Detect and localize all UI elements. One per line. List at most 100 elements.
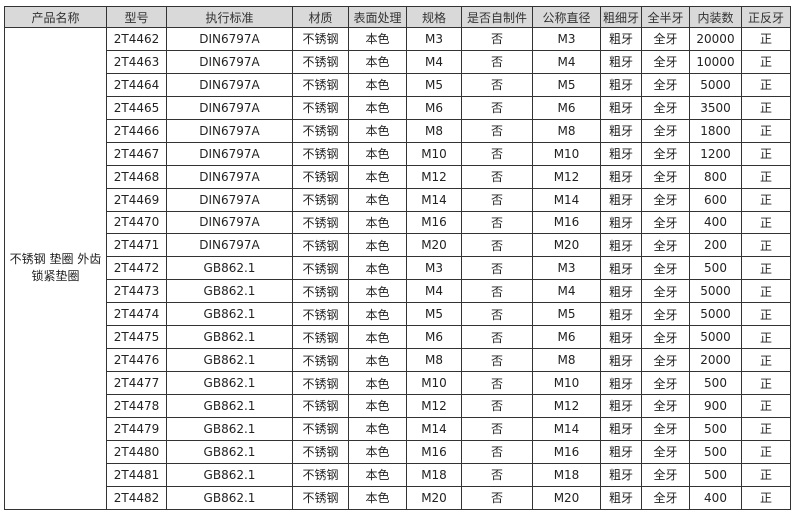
table-cell: 2T4475: [106, 325, 167, 350]
table-cell: M20: [532, 233, 601, 258]
table-cell: M6: [532, 95, 601, 120]
table-cell: 正: [741, 141, 791, 166]
table-cell: 2T4479: [106, 416, 167, 441]
table-row: 2T4475 GB862.1 不锈钢 本色 M6 否 M6 粗牙 全牙 5000 正: [5, 325, 791, 350]
table-cell: M3: [406, 27, 462, 51]
table-cell: 20000: [689, 27, 742, 51]
table-cell: 否: [461, 164, 533, 189]
table-row: 2T4467 DIN6797A 不锈钢 本色 M10 否 M10 粗牙 全牙 1200 正: [5, 141, 791, 166]
table-cell: 全牙: [641, 118, 690, 143]
table-cell: 5000: [689, 302, 742, 327]
table-row: 2T4473 GB862.1 不锈钢 本色 M4 否 M4 粗牙 全牙 5000 正: [5, 279, 791, 304]
column-header: 公称直径: [532, 6, 601, 28]
table-cell: 不锈钢: [292, 485, 349, 510]
table-cell: M6: [406, 95, 462, 120]
table-cell: 全牙: [641, 416, 690, 441]
table-cell: 500: [689, 462, 742, 487]
table-cell: DIN6797A: [166, 49, 293, 74]
table-cell: 本色: [348, 141, 407, 166]
table-cell: M8: [406, 348, 462, 373]
table-cell: 不锈钢: [292, 325, 349, 350]
table-cell: 正: [741, 95, 791, 120]
table-row: 2T4463 DIN6797A 不锈钢 本色 M4 否 M4 粗牙 全牙 10000 正: [5, 49, 791, 74]
column-header: 规格: [406, 6, 462, 28]
table-cell: M4: [406, 279, 462, 304]
table-cell: 不锈钢: [292, 256, 349, 281]
table-cell: 全牙: [641, 72, 690, 97]
table-cell: 全牙: [641, 325, 690, 350]
table-cell: 500: [689, 416, 742, 441]
table-row: 2T4470 DIN6797A 不锈钢 本色 M16 否 M16 粗牙 全牙 400 正: [5, 210, 791, 235]
table-cell: 不锈钢: [292, 141, 349, 166]
column-header: 正反牙: [741, 6, 791, 28]
table-cell: GB862.1: [166, 302, 293, 327]
table-cell: 粗牙: [600, 118, 642, 143]
table-cell: 不锈钢: [292, 27, 349, 51]
table-cell: 本色: [348, 187, 407, 212]
table-cell: 全牙: [641, 485, 690, 510]
table-cell: DIN6797A: [166, 27, 293, 51]
table-cell: 本色: [348, 72, 407, 97]
table-row: 2T4471 DIN6797A 不锈钢 本色 M20 否 M20 粗牙 全牙 200 正: [5, 233, 791, 258]
table-cell: M6: [406, 325, 462, 350]
table-cell: 本色: [348, 118, 407, 143]
table-cell: 不锈钢: [292, 95, 349, 120]
table-cell: 否: [461, 256, 533, 281]
table-cell: M16: [532, 439, 601, 464]
table-cell: M5: [532, 302, 601, 327]
table-cell: 2T4470: [106, 210, 167, 235]
table-cell: 全牙: [641, 49, 690, 74]
table-cell: 不锈钢: [292, 348, 349, 373]
table-cell: 不锈钢: [292, 233, 349, 258]
table-cell: 2T4464: [106, 72, 167, 97]
table-cell: DIN6797A: [166, 233, 293, 258]
table-cell: M20: [406, 485, 462, 510]
table-row: 2T4480 GB862.1 不锈钢 本色 M16 否 M16 粗牙 全牙 500 正: [5, 439, 791, 464]
table-cell: 否: [461, 210, 533, 235]
table-cell: M4: [406, 49, 462, 74]
table-cell: 粗牙: [600, 72, 642, 97]
table-cell: 否: [461, 187, 533, 212]
table-cell: DIN6797A: [166, 72, 293, 97]
table-cell: 500: [689, 256, 742, 281]
table-cell: 正: [741, 256, 791, 281]
table-cell: 本色: [348, 416, 407, 441]
table-cell: 不锈钢: [292, 439, 349, 464]
table-cell: 全牙: [641, 279, 690, 304]
table-cell: 否: [461, 371, 533, 395]
table-cell: 2T4476: [106, 348, 167, 373]
table-cell: 否: [461, 462, 533, 487]
table-cell: 粗牙: [600, 256, 642, 281]
table-cell: GB862.1: [166, 439, 293, 464]
table-cell: 否: [461, 394, 533, 418]
table-cell: M14: [406, 187, 462, 212]
table-row: 2T4482 GB862.1 不锈钢 本色 M20 否 M20 粗牙 全牙 400 正: [5, 485, 791, 510]
table-cell: 粗牙: [600, 302, 642, 327]
table-cell: M6: [532, 325, 601, 350]
header-row: 产品名称 型号 执行标准 材质 表面处理 规格 是否自制件 公称直径 粗细牙 全半牙 内装数 正反牙: [4, 6, 791, 28]
table-row: 2T4468 DIN6797A 不锈钢 本色 M12 否 M12 粗牙 全牙 800 正: [5, 164, 791, 189]
table-cell: 粗牙: [600, 348, 642, 373]
table-cell: 全牙: [641, 95, 690, 120]
table-cell: 400: [689, 485, 742, 510]
table-cell: GB862.1: [166, 325, 293, 350]
table-cell: 正: [741, 439, 791, 464]
table-cell: 粗牙: [600, 371, 642, 395]
table-cell: 不锈钢: [292, 164, 349, 189]
table-cell: 900: [689, 394, 742, 418]
table-cell: GB862.1: [166, 462, 293, 487]
table-cell: 正: [741, 348, 791, 373]
table-cell: 本色: [348, 210, 407, 235]
table-cell: 200: [689, 233, 742, 258]
table-row: 2T4469 DIN6797A 不锈钢 本色 M14 否 M14 粗牙 全牙 600 正: [5, 187, 791, 212]
table-cell: M16: [406, 439, 462, 464]
table-row: 2T4481 GB862.1 不锈钢 本色 M18 否 M18 粗牙 全牙 500 正: [5, 462, 791, 487]
table-cell: 否: [461, 439, 533, 464]
table-cell: 正: [741, 27, 791, 51]
table-cell: 不锈钢: [292, 49, 349, 74]
table-row: 2T4478 GB862.1 不锈钢 本色 M12 否 M12 粗牙 全牙 900 正: [5, 394, 791, 418]
table-cell: 3500: [689, 95, 742, 120]
table-cell: DIN6797A: [166, 95, 293, 120]
table-cell: 不锈钢: [292, 118, 349, 143]
table-row: 2T4464 DIN6797A 不锈钢 本色 M5 否 M5 粗牙 全牙 5000 正: [5, 72, 791, 97]
